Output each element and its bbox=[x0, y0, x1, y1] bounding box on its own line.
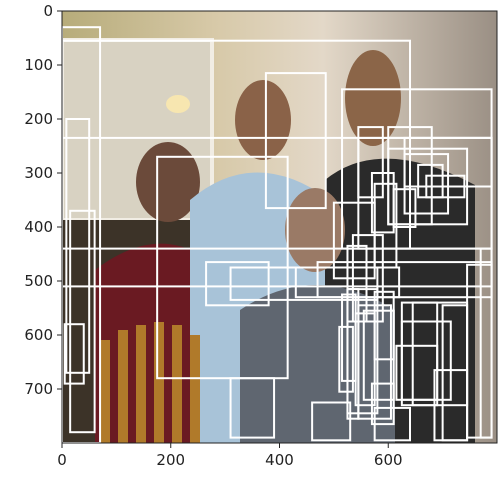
bounding-box bbox=[69, 209, 96, 434]
bounding-box bbox=[62, 39, 411, 250]
bounding-box bbox=[373, 290, 395, 361]
x-tick-label: 200 bbox=[156, 451, 185, 469]
y-tick-label: 100 bbox=[24, 56, 53, 74]
bounding-box bbox=[341, 293, 357, 382]
photo-backdrop bbox=[62, 11, 497, 443]
y-tick-label: 500 bbox=[24, 272, 53, 290]
bounding-box bbox=[205, 261, 270, 307]
bounding-box bbox=[357, 126, 384, 199]
bounding-box bbox=[338, 325, 354, 393]
y-tick-label: 200 bbox=[24, 110, 53, 128]
bounding-box bbox=[346, 288, 379, 415]
bounding-box bbox=[311, 401, 352, 442]
chair bbox=[100, 322, 200, 443]
bounding-box bbox=[479, 247, 493, 439]
bounding-box bbox=[425, 174, 466, 199]
bounding-box bbox=[351, 234, 384, 323]
bounding-box bbox=[229, 377, 276, 439]
bounding-box bbox=[433, 369, 469, 442]
y-tick-label: 600 bbox=[24, 326, 53, 344]
bounding-box bbox=[63, 323, 85, 385]
bounding-box bbox=[65, 118, 91, 374]
x-tick-label: 0 bbox=[57, 451, 67, 469]
bounding-box bbox=[373, 182, 398, 269]
y-axis: 0 100 200 300 400 500 600 700 bbox=[24, 2, 62, 398]
y-tick-label: 700 bbox=[24, 380, 53, 398]
bounding-box bbox=[411, 301, 439, 407]
bounding-box bbox=[264, 72, 327, 210]
bounding-boxes bbox=[62, 26, 493, 443]
x-tick-label: 400 bbox=[265, 451, 294, 469]
bounding-box bbox=[387, 147, 469, 226]
x-axis: 0 200 400 600 bbox=[57, 443, 403, 469]
bounding-box bbox=[392, 188, 417, 228]
y-tick-label: 300 bbox=[24, 164, 53, 182]
y-tick-label: 0 bbox=[43, 2, 53, 20]
bounding-box bbox=[229, 266, 379, 301]
x-tick-label: 600 bbox=[374, 451, 403, 469]
bounding-box bbox=[403, 153, 450, 215]
lamp bbox=[166, 95, 190, 113]
bounding-box bbox=[370, 382, 395, 426]
y-tick-label: 400 bbox=[24, 218, 53, 236]
